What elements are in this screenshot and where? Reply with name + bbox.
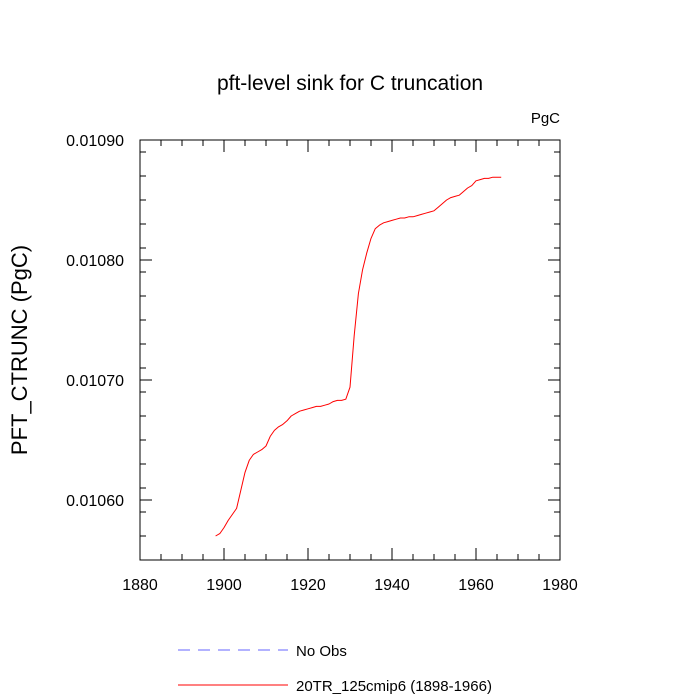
units-label: PgC <box>531 110 560 127</box>
legend: No Obs 20TR_125cmip6 (1898-1966) <box>178 643 492 695</box>
plot-frame <box>139 139 561 561</box>
x-tick-label: 1980 <box>542 577 578 594</box>
x-tick-label: 1940 <box>374 577 410 594</box>
chart-title: pft-level sink for C truncation <box>217 72 483 95</box>
x-tick-label: 1920 <box>290 577 326 594</box>
legend-label: 20TR_125cmip6 (1898-1966) <box>296 678 492 695</box>
plot-axes: 1880 1900 1920 1940 1960 1980 0.01060 0.01070 0.… <box>66 133 578 594</box>
x-tick-label: 1960 <box>458 577 494 594</box>
plot-series <box>215 176 502 537</box>
y-tick-label: 0.01080 <box>66 253 124 270</box>
y-tick-label: 0.01090 <box>66 133 124 150</box>
y-axis-label: PFT_CTRUNC (PgC) <box>7 245 32 455</box>
y-tick-label: 0.01070 <box>66 373 124 390</box>
x-tick-label: 1880 <box>122 577 158 594</box>
legend-label: No Obs <box>296 643 347 660</box>
y-tick-label: 0.01060 <box>66 493 124 510</box>
x-tick-label: 1900 <box>206 577 242 594</box>
series-line <box>215 176 502 537</box>
